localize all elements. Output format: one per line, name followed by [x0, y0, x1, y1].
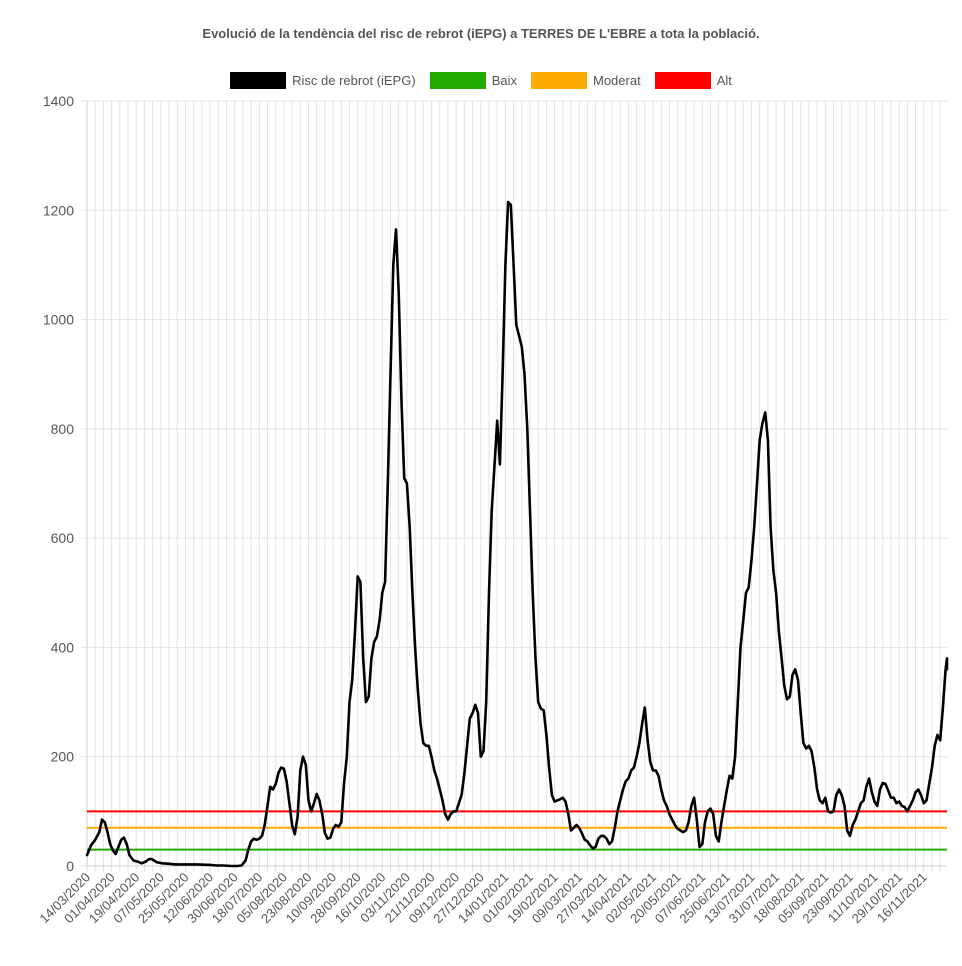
y-tick-label: 800 — [51, 421, 75, 437]
y-tick-label: 0 — [66, 858, 74, 874]
legend-label-iepg: Risc de rebrot (iEPG) — [292, 72, 416, 88]
legend-swatch-alt — [654, 71, 711, 89]
legend-item-baix[interactable]: Baix — [429, 71, 517, 89]
legend-swatch-moderat — [530, 71, 587, 89]
chart-title: Evolució de la tendència del risc de reb… — [202, 26, 760, 41]
legend-item-moderat[interactable]: Moderat — [530, 71, 641, 89]
legend-item-iepg[interactable]: Risc de rebrot (iEPG) — [230, 71, 416, 89]
legend-item-alt[interactable]: Alt — [654, 71, 732, 89]
legend-label-baix: Baix — [491, 72, 517, 88]
legend-swatch-baix — [429, 71, 486, 89]
y-tick-label: 600 — [51, 530, 75, 546]
y-tick-label: 200 — [51, 749, 75, 765]
legend: Risc de rebrot (iEPG) Baix Moderat Alt — [0, 69, 962, 91]
y-tick-label: 400 — [51, 639, 75, 655]
legend-label-alt: Alt — [716, 72, 732, 88]
y-tick-label: 1400 — [43, 93, 74, 109]
legend-swatch-iepg — [230, 71, 287, 89]
series-line-iepg — [85, 200, 949, 868]
y-tick-label: 1200 — [43, 202, 74, 218]
y-tick-label: 1000 — [43, 312, 74, 328]
legend-label-moderat: Moderat — [592, 72, 641, 88]
